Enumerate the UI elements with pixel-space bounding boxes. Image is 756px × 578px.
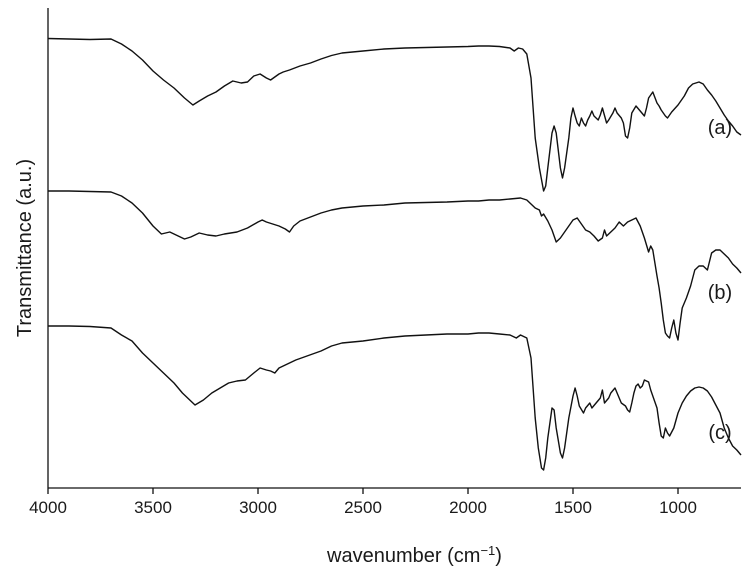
series-label-c: (c) (708, 422, 731, 444)
x-ticks (47, 488, 679, 494)
x-tick-label-1000: 1000 (659, 498, 697, 517)
x-axis-label: wavenumber (cm−1) (326, 543, 502, 568)
spectrum-line-a (47, 37, 742, 192)
x-axis-label-superscript: −1 (480, 543, 495, 558)
series-label-b: (b) (708, 282, 732, 304)
x-tick-label-3500: 3500 (134, 498, 172, 517)
spectra (47, 37, 742, 471)
y-axis-label: Transmittance (a.u.) (14, 159, 36, 337)
x-tick-labels: 4000 3500 3000 2500 2000 1500 1000 (29, 498, 697, 517)
x-tick-label-2500: 2500 (344, 498, 382, 517)
series-label-a: (a) (708, 117, 732, 139)
chart-axes (47, 8, 741, 489)
series-labels: (a) (b) (c) (708, 117, 732, 444)
x-tick-label-1500: 1500 (554, 498, 592, 517)
x-tick-label-2000: 2000 (449, 498, 487, 517)
x-tick-label-3000: 3000 (239, 498, 277, 517)
spectrum-line-c (48, 325, 742, 471)
spectrum-line-b (48, 190, 742, 341)
x-tick-label-4000: 4000 (29, 498, 67, 517)
